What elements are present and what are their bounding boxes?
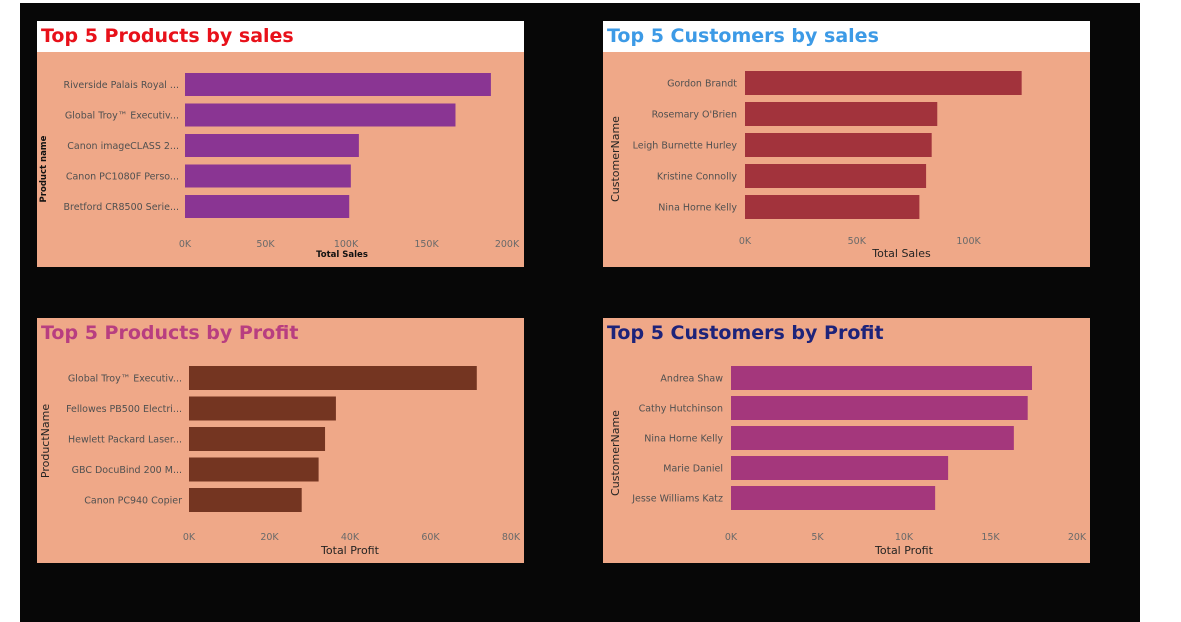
bar-4[interactable]: [185, 164, 351, 188]
x-tick-label: 150K: [414, 239, 439, 250]
x-tick-label: 50K: [256, 239, 275, 250]
chart-title: Top 5 Products by Profit: [41, 322, 299, 344]
chart-panel-customers-by-profit: Top 5 Customers by Profit Andrea Shaw Cath…: [603, 318, 1090, 563]
category-label: Andrea Shaw: [660, 374, 723, 385]
bar-5[interactable]: [185, 195, 350, 218]
dashboard-canvas: Top 5 Products by sales Riverside Palais …: [20, 3, 1140, 622]
bar-2[interactable]: [745, 102, 938, 126]
category-label: Nina Horne Kelly: [644, 434, 723, 445]
bar-1[interactable]: [189, 366, 477, 390]
category-label: Bretford CR8500 Serie...: [64, 202, 179, 213]
y-axis-title: Product name: [39, 135, 49, 202]
bar-1[interactable]: [185, 73, 491, 96]
x-tick-label: 0K: [179, 239, 192, 250]
x-tick-label: 0K: [183, 532, 196, 543]
x-axis-title: Total Profit: [320, 544, 380, 557]
x-tick-label: 100K: [956, 236, 981, 247]
category-label: Marie Daniel: [663, 464, 723, 475]
x-tick-label: 10K: [895, 532, 914, 543]
bar-5[interactable]: [189, 488, 302, 512]
category-label: Hewlett Packard Laser...: [68, 435, 182, 446]
bar-5[interactable]: [731, 486, 936, 510]
category-label: Riverside Palais Royal ...: [64, 80, 179, 91]
category-label: Global Troy™ Executiv...: [65, 111, 179, 122]
category-label: Kristine Connolly: [657, 172, 738, 183]
y-axis-title: CustomerName: [609, 116, 622, 202]
bar-chart-svg: Riverside Palais Royal ... Global Troy™ E…: [39, 73, 520, 260]
bar-chart-svg: Gordon Brandt Rosemary O'Brien Leigh Burne…: [609, 71, 1022, 260]
chart-panel-customers-by-sales: Top 5 Customers by sales Gordon Brandt Ros…: [603, 21, 1090, 267]
x-tick-label: 5K: [811, 532, 824, 543]
bar-5[interactable]: [745, 195, 920, 219]
x-tick-label: 80K: [502, 532, 521, 543]
category-label: Fellowes PB500 Electri...: [66, 404, 182, 415]
x-tick-label: 0K: [725, 532, 738, 543]
x-axis-title: Total Sales: [316, 250, 368, 260]
bar-2[interactable]: [189, 396, 336, 421]
x-tick-label: 20K: [1068, 532, 1087, 543]
x-tick-label: 15K: [981, 532, 1000, 543]
bar-3[interactable]: [185, 134, 359, 157]
bar-3[interactable]: [731, 426, 1014, 450]
x-tick-label: 60K: [421, 532, 440, 543]
x-axis-title: Total Profit: [874, 544, 934, 557]
bar-3[interactable]: [189, 427, 326, 451]
x-tick-label: 200K: [495, 239, 520, 250]
chart-panel-products-by-sales: Top 5 Products by sales Riverside Palais …: [37, 21, 524, 267]
x-tick-label: 50K: [848, 236, 867, 247]
bar-1[interactable]: [745, 71, 1022, 95]
category-label: Global Troy™ Executiv...: [68, 374, 182, 385]
chart-title: Top 5 Products by sales: [37, 21, 524, 52]
bar-chart-svg: Global Troy™ Executiv... Fellowes PB500 E…: [39, 366, 521, 557]
y-axis-title: ProductName: [39, 404, 52, 478]
x-tick-label: 0K: [739, 236, 752, 247]
x-tick-label: 100K: [334, 239, 359, 250]
bar-4[interactable]: [731, 456, 949, 480]
category-label: Canon PC1080F Perso...: [66, 172, 179, 183]
category-label: GBC DocuBind 200 M...: [72, 465, 182, 476]
category-label: Rosemary O'Brien: [652, 110, 737, 121]
x-axis-title: Total Sales: [871, 247, 931, 260]
category-label: Cathy Hutchinson: [639, 404, 723, 415]
category-label: Canon imageCLASS 2...: [67, 141, 179, 152]
category-label: Nina Horne Kelly: [658, 203, 737, 214]
bar-2[interactable]: [731, 396, 1028, 420]
bar-4[interactable]: [745, 164, 927, 188]
x-tick-label: 40K: [341, 532, 360, 543]
x-tick-label: 20K: [260, 532, 279, 543]
chart-title: Top 5 Customers by sales: [603, 21, 1090, 52]
category-label: Canon PC940 Copier: [84, 496, 182, 507]
y-axis-title: CustomerName: [609, 410, 622, 496]
category-label: Gordon Brandt: [667, 79, 737, 90]
category-label: Jesse Williams Katz: [631, 494, 723, 505]
chart-panel-products-by-profit: Top 5 Products by Profit Global Troy™ Exe…: [37, 318, 524, 563]
category-label: Leigh Burnette Hurley: [633, 141, 738, 152]
bar-chart-svg: Andrea Shaw Cathy Hutchinson Nina Horne Ke…: [609, 366, 1087, 557]
bar-3[interactable]: [745, 133, 932, 157]
chart-title: Top 5 Customers by Profit: [607, 322, 884, 344]
bar-4[interactable]: [189, 457, 319, 482]
bar-1[interactable]: [731, 366, 1033, 390]
bar-2[interactable]: [185, 103, 456, 127]
